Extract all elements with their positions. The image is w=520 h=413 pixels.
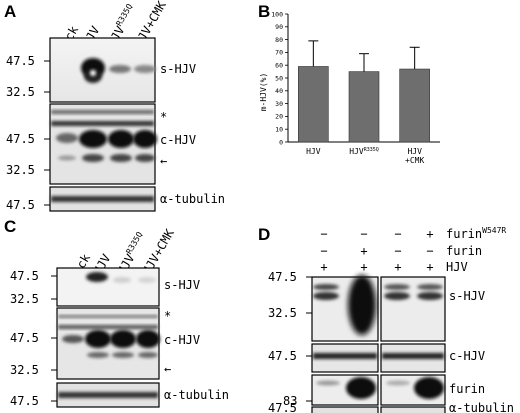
treatment-label-furin-w547r: furinW547R: [446, 226, 506, 241]
y-tick-label: 60: [275, 62, 283, 70]
blot-label-tubulin: α-tubulin: [164, 388, 229, 402]
blot-label-c-hjv: c-HJV: [164, 333, 200, 347]
y-tick-label: 40: [275, 87, 283, 95]
y-tick-label: 30: [275, 100, 283, 108]
mw-marker: 47.5: [6, 132, 35, 146]
svg-text:+: +: [360, 244, 367, 258]
svg-text:−: −: [426, 244, 433, 258]
bar: [348, 71, 380, 143]
blot-label-c-hjv: c-HJV: [449, 349, 485, 363]
y-tick-label: 90: [275, 23, 283, 31]
x-tick-label: HJV: [306, 147, 321, 156]
y-tick-label: 0: [279, 138, 283, 146]
nonspecific-band-star: *: [160, 110, 167, 124]
svg-text:+: +: [320, 260, 327, 274]
x-tick-label: HJV: [407, 147, 422, 156]
panel-c-blot-shjv: [56, 267, 160, 307]
mw-marker: 47.5: [268, 270, 297, 284]
panel-label-d: D: [258, 225, 270, 244]
panel-d-blot-furin: [311, 374, 446, 406]
mw-marker: 47.5: [10, 331, 39, 345]
svg-text:−: −: [320, 244, 327, 258]
panel-a-blot-shjv: [49, 37, 156, 103]
band-arrow: ←: [160, 154, 167, 168]
blot-label-s-hjv: s-HJV: [160, 62, 196, 76]
panel-d-blot-chjv: [311, 343, 446, 373]
svg-text:−: −: [360, 227, 367, 241]
y-tick-label: 100: [271, 10, 283, 18]
blot-label-furin: furin: [449, 382, 485, 396]
blot-label-c-hjv: c-HJV: [160, 133, 196, 147]
mw-marker: 47.5: [268, 349, 297, 363]
panel-a-blot-chjv: [49, 103, 157, 185]
mw-marker: 47.5: [10, 394, 39, 408]
panel-c-blot-chjv: [56, 307, 160, 380]
mw-marker: 47.5: [268, 401, 297, 413]
treatment-label-hjv: HJV: [446, 260, 468, 274]
y-tick-label: 50: [275, 74, 283, 82]
mw-marker: 32.5: [268, 306, 297, 320]
bar: [298, 66, 329, 143]
y-tick-label: 70: [275, 49, 283, 57]
x-tick-label: +CMK: [405, 156, 424, 165]
mw-marker: 32.5: [10, 363, 39, 377]
blot-label-tubulin: α-tubulin: [449, 401, 514, 413]
mw-marker: 47.5: [10, 269, 39, 283]
svg-text:−: −: [320, 227, 327, 241]
blot-label-s-hjv: s-HJV: [449, 289, 485, 303]
mw-marker: 32.5: [6, 85, 35, 99]
nonspecific-band-star: *: [164, 309, 171, 323]
panel-a-blot-tubulin: [49, 186, 156, 212]
svg-text:−: −: [394, 244, 401, 258]
panel-d-blot-tubulin: [311, 406, 446, 413]
y-tick-label: 20: [275, 113, 283, 121]
svg-text:+: +: [360, 260, 367, 274]
mw-marker: 32.5: [10, 292, 39, 306]
y-axis-label: m-HJV(%): [259, 73, 268, 112]
y-tick-label: 10: [275, 126, 283, 134]
blot-label-tubulin: α-tubulin: [160, 192, 225, 206]
svg-text:+: +: [426, 260, 433, 274]
x-tick-label: HJVR335Q: [349, 147, 379, 156]
svg-text:+: +: [394, 260, 401, 274]
svg-text:+: +: [426, 227, 433, 241]
panel-c-blot-tubulin: [56, 382, 160, 408]
blot-label-s-hjv: s-HJV: [164, 278, 200, 292]
y-tick-label: 80: [275, 36, 283, 44]
mw-marker: 47.5: [6, 198, 35, 212]
panel-label-b: B: [258, 2, 270, 21]
mw-marker: 32.5: [6, 163, 35, 177]
bar: [399, 68, 430, 143]
treatment-label-furin: furin: [446, 244, 482, 258]
svg-text:−: −: [394, 227, 401, 241]
mw-marker: 47.5: [6, 54, 35, 68]
panel-d-blot-shjv: [311, 275, 446, 342]
panel-d-treatment-grid: − − − + furinW547R − + − − furin + + + +…: [320, 226, 506, 274]
mw-marker: 83: [283, 394, 297, 408]
panel-label-c: C: [4, 217, 16, 236]
panel-label-a: A: [4, 2, 16, 21]
band-arrow: ←: [164, 362, 171, 376]
